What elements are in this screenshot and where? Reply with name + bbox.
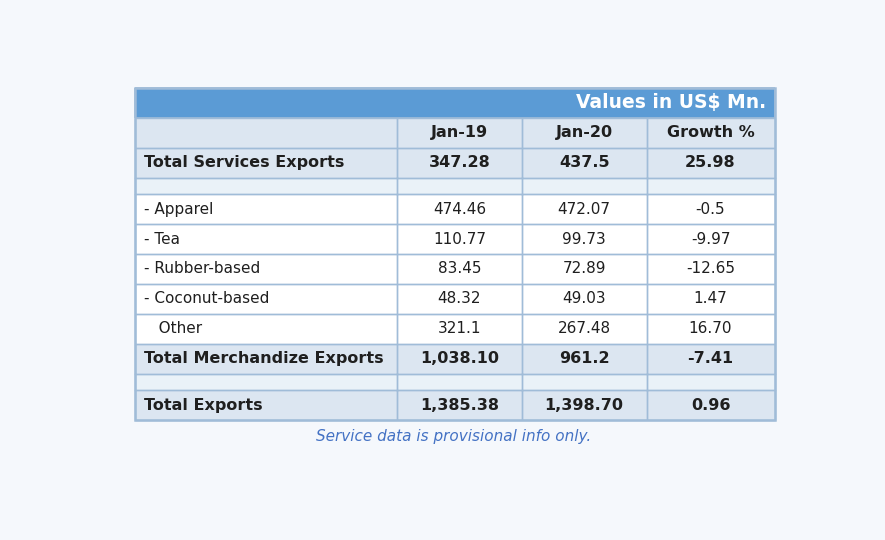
Text: Jan-20: Jan-20: [556, 125, 612, 140]
Text: 49.03: 49.03: [562, 292, 606, 306]
Text: - Tea: - Tea: [143, 232, 180, 246]
Text: Total Services Exports: Total Services Exports: [143, 155, 344, 170]
Bar: [522, 344, 647, 374]
Text: 16.70: 16.70: [689, 321, 732, 336]
Bar: [647, 284, 774, 314]
Bar: [647, 118, 774, 147]
Text: Service data is provisional info only.: Service data is provisional info only.: [316, 429, 591, 444]
Bar: [522, 147, 647, 178]
Bar: [135, 178, 397, 194]
Bar: [522, 224, 647, 254]
Text: Growth %: Growth %: [666, 125, 754, 140]
Bar: [522, 284, 647, 314]
Text: Other: Other: [143, 321, 202, 336]
Bar: [647, 344, 774, 374]
Bar: [397, 194, 522, 224]
Text: -9.97: -9.97: [691, 232, 730, 246]
Text: 472.07: 472.07: [558, 201, 611, 217]
Bar: [135, 87, 774, 420]
Text: - Coconut-based: - Coconut-based: [143, 292, 269, 306]
Bar: [522, 374, 647, 390]
Bar: [647, 314, 774, 344]
Bar: [135, 254, 397, 284]
Text: 99.73: 99.73: [562, 232, 606, 246]
Text: 83.45: 83.45: [438, 261, 481, 276]
Bar: [397, 178, 522, 194]
Bar: [397, 314, 522, 344]
Text: 1,385.38: 1,385.38: [419, 398, 499, 413]
Text: 1.47: 1.47: [694, 292, 727, 306]
Bar: [522, 390, 647, 420]
Bar: [647, 194, 774, 224]
Bar: [135, 194, 397, 224]
Bar: [397, 284, 522, 314]
Text: 347.28: 347.28: [428, 155, 490, 170]
Text: Total Exports: Total Exports: [143, 398, 262, 413]
Text: 267.48: 267.48: [558, 321, 611, 336]
Text: 1,398.70: 1,398.70: [544, 398, 624, 413]
Bar: [522, 254, 647, 284]
Bar: [397, 390, 522, 420]
Text: - Rubber-based: - Rubber-based: [143, 261, 260, 276]
Bar: [135, 314, 397, 344]
Bar: [522, 314, 647, 344]
Bar: [647, 224, 774, 254]
Text: 474.46: 474.46: [433, 201, 486, 217]
Bar: [647, 178, 774, 194]
Text: -12.65: -12.65: [686, 261, 735, 276]
Bar: [135, 224, 397, 254]
Bar: [397, 254, 522, 284]
Bar: [135, 344, 397, 374]
Bar: [135, 118, 397, 147]
Bar: [647, 254, 774, 284]
Text: 72.89: 72.89: [563, 261, 606, 276]
Text: Values in US$ Mn.: Values in US$ Mn.: [575, 93, 766, 112]
Text: Total Merchandize Exports: Total Merchandize Exports: [143, 352, 383, 366]
Text: 437.5: 437.5: [558, 155, 610, 170]
Text: -7.41: -7.41: [688, 352, 734, 366]
Bar: [135, 87, 774, 118]
Bar: [522, 194, 647, 224]
Text: 48.32: 48.32: [438, 292, 481, 306]
Text: -0.5: -0.5: [696, 201, 726, 217]
Bar: [135, 374, 397, 390]
Bar: [647, 390, 774, 420]
Bar: [397, 118, 522, 147]
Text: 321.1: 321.1: [438, 321, 481, 336]
Bar: [397, 147, 522, 178]
Text: 110.77: 110.77: [433, 232, 486, 246]
Text: 0.96: 0.96: [691, 398, 730, 413]
Text: 1,038.10: 1,038.10: [419, 352, 499, 366]
Bar: [135, 284, 397, 314]
Text: - Apparel: - Apparel: [143, 201, 213, 217]
Bar: [397, 344, 522, 374]
Text: 961.2: 961.2: [558, 352, 610, 366]
Bar: [522, 118, 647, 147]
Text: 25.98: 25.98: [685, 155, 735, 170]
Bar: [522, 178, 647, 194]
Bar: [135, 147, 397, 178]
Bar: [397, 374, 522, 390]
Text: Jan-19: Jan-19: [431, 125, 488, 140]
Bar: [397, 224, 522, 254]
Bar: [135, 390, 397, 420]
Bar: [647, 374, 774, 390]
Bar: [647, 147, 774, 178]
